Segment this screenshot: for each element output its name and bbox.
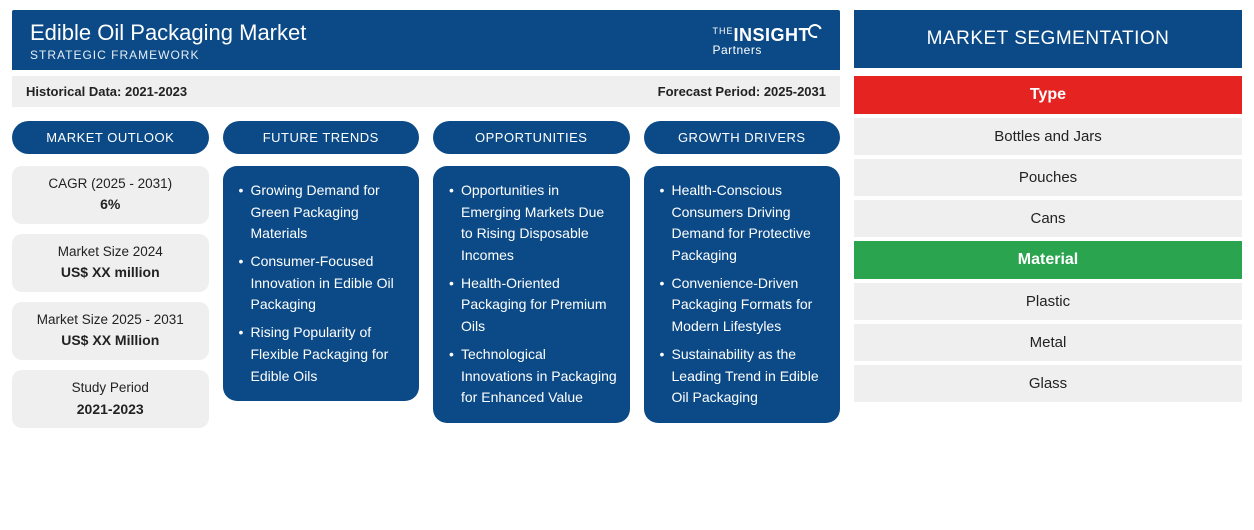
header-titles: Edible Oil Packaging Market STRATEGIC FR… bbox=[30, 20, 306, 62]
heading-opportunities: OPPORTUNITIES bbox=[433, 121, 630, 154]
outlook-label: Study Period bbox=[20, 379, 201, 397]
logo-main: INSIGHT bbox=[733, 26, 810, 44]
logo-sub: Partners bbox=[712, 44, 761, 56]
column-market-outlook: MARKET OUTLOOK CAGR (2025 - 2031) 6% Mar… bbox=[12, 121, 209, 428]
outlook-label: CAGR (2025 - 2031) bbox=[20, 175, 201, 193]
list-item: Sustainability as the Leading Trend in E… bbox=[660, 344, 829, 409]
list-item: Opportunities in Emerging Markets Due to… bbox=[449, 180, 618, 267]
report-subtitle: STRATEGIC FRAMEWORK bbox=[30, 48, 306, 62]
list-item: Growing Demand for Green Packaging Mater… bbox=[239, 180, 408, 245]
forecast-period: Forecast Period: 2025-2031 bbox=[658, 84, 826, 99]
segmentation-item: Plastic bbox=[854, 283, 1242, 320]
outlook-label: Market Size 2025 - 2031 bbox=[20, 311, 201, 329]
outlook-item: Market Size 2024 US$ XX million bbox=[12, 234, 209, 292]
report-title: Edible Oil Packaging Market bbox=[30, 20, 306, 46]
outlook-value: 2021-2023 bbox=[20, 400, 201, 419]
drivers-list: Health-Conscious Consumers Driving Deman… bbox=[660, 180, 829, 409]
outlook-item: Market Size 2025 - 2031 US$ XX Million bbox=[12, 302, 209, 360]
column-opportunities: OPPORTUNITIES Opportunities in Emerging … bbox=[433, 121, 630, 423]
segmentation-item: Bottles and Jars bbox=[854, 118, 1242, 155]
list-item: Convenience-Driven Packaging Formats for… bbox=[660, 273, 829, 338]
opportunities-card: Opportunities in Emerging Markets Due to… bbox=[433, 166, 630, 423]
outlook-list: CAGR (2025 - 2031) 6% Market Size 2024 U… bbox=[12, 166, 209, 428]
trends-card: Growing Demand for Green Packaging Mater… bbox=[223, 166, 420, 401]
logo-prefix: THE bbox=[712, 27, 733, 36]
segmentation-category-type: Type bbox=[854, 76, 1242, 114]
list-item: Rising Popularity of Flexible Packaging … bbox=[239, 322, 408, 387]
segmentation-item: Metal bbox=[854, 324, 1242, 361]
outlook-value: 6% bbox=[20, 195, 201, 214]
outlook-value: US$ XX million bbox=[20, 263, 201, 282]
segmentation-list: Type Bottles and Jars Pouches Cans Mater… bbox=[854, 76, 1242, 402]
list-item: Consumer-Focused Innovation in Edible Oi… bbox=[239, 251, 408, 316]
segmentation-item: Cans bbox=[854, 200, 1242, 237]
segmentation-item: Glass bbox=[854, 365, 1242, 402]
segmentation-heading: MARKET SEGMENTATION bbox=[854, 10, 1242, 68]
column-growth-drivers: GROWTH DRIVERS Health-Conscious Consumer… bbox=[644, 121, 841, 423]
outlook-value: US$ XX Million bbox=[20, 331, 201, 350]
outlook-item: Study Period 2021-2023 bbox=[12, 370, 209, 428]
period-bar: Historical Data: 2021-2023 Forecast Peri… bbox=[12, 76, 840, 107]
outlook-label: Market Size 2024 bbox=[20, 243, 201, 261]
opportunities-list: Opportunities in Emerging Markets Due to… bbox=[449, 180, 618, 409]
insight-partners-logo: THE INSIGHT Partners bbox=[712, 26, 822, 56]
column-future-trends: FUTURE TRENDS Growing Demand for Green P… bbox=[223, 121, 420, 401]
outlook-item: CAGR (2025 - 2031) 6% bbox=[12, 166, 209, 224]
list-item: Technological Innovations in Packaging f… bbox=[449, 344, 618, 409]
list-item: Health-Oriented Packaging for Premium Oi… bbox=[449, 273, 618, 338]
heading-future-trends: FUTURE TRENDS bbox=[223, 121, 420, 154]
panel-header: Edible Oil Packaging Market STRATEGIC FR… bbox=[12, 10, 840, 70]
layout-wrap: Edible Oil Packaging Market STRATEGIC FR… bbox=[12, 10, 1242, 520]
heading-market-outlook: MARKET OUTLOOK bbox=[12, 121, 209, 154]
framework-columns: MARKET OUTLOOK CAGR (2025 - 2031) 6% Mar… bbox=[12, 121, 840, 428]
segmentation-panel: MARKET SEGMENTATION Type Bottles and Jar… bbox=[854, 10, 1242, 520]
strategic-framework-panel: Edible Oil Packaging Market STRATEGIC FR… bbox=[12, 10, 840, 520]
heading-growth-drivers: GROWTH DRIVERS bbox=[644, 121, 841, 154]
list-item: Health-Conscious Consumers Driving Deman… bbox=[660, 180, 829, 267]
trends-list: Growing Demand for Green Packaging Mater… bbox=[239, 180, 408, 387]
segmentation-item: Pouches bbox=[854, 159, 1242, 196]
drivers-card: Health-Conscious Consumers Driving Deman… bbox=[644, 166, 841, 423]
historical-period: Historical Data: 2021-2023 bbox=[26, 84, 187, 99]
segmentation-category-material: Material bbox=[854, 241, 1242, 279]
